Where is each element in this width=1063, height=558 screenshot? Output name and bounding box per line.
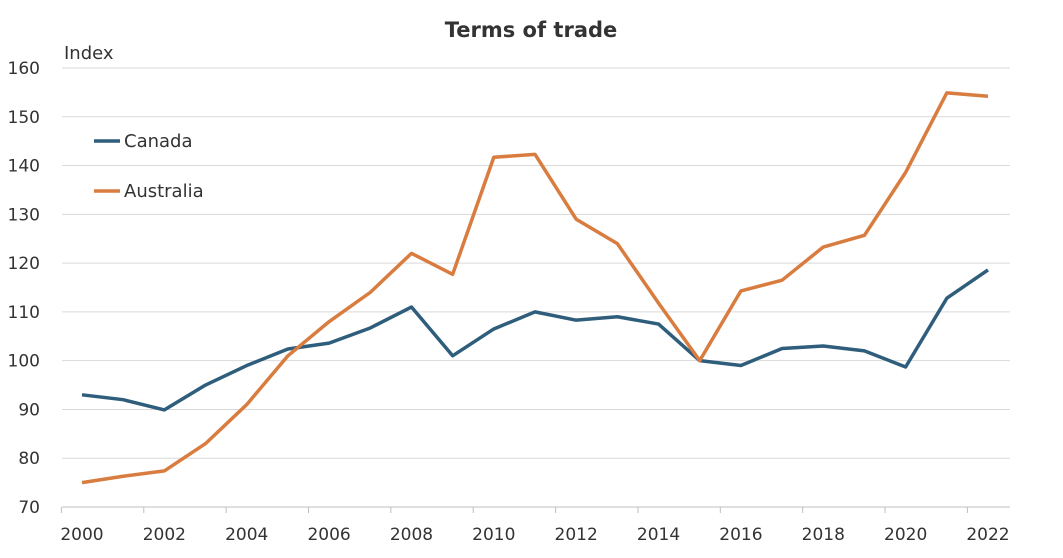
x-tick-label: 2022: [966, 525, 1009, 545]
y-tick-label: 120: [8, 254, 40, 274]
series-line-canada: [81, 268, 989, 412]
y-tick-label: 70: [18, 498, 40, 518]
chart-title: Terms of trade: [445, 18, 618, 42]
y-tick-label: 160: [8, 59, 40, 79]
x-tick-label: 2014: [637, 525, 680, 545]
legend-label: Canada: [124, 131, 193, 152]
y-tick-label: 90: [18, 400, 40, 420]
y-axis-label: Index: [64, 43, 114, 64]
x-tick-label: 2010: [472, 525, 515, 545]
y-tick-label: 150: [8, 108, 40, 128]
y-tick-label: 100: [8, 352, 40, 372]
x-tick-label: 2016: [719, 525, 762, 545]
x-tick-label: 2018: [802, 525, 845, 545]
x-tick-label: 2006: [307, 525, 350, 545]
x-tick-label: 2012: [555, 525, 598, 545]
x-tick-label: 2008: [390, 525, 433, 545]
series-line-australia: [81, 91, 989, 485]
x-tick-label: 2004: [225, 525, 268, 545]
x-tick-label: 2000: [60, 525, 103, 545]
x-tick-label: 2020: [884, 525, 927, 545]
y-tick-label: 130: [8, 205, 40, 225]
y-tick-label: 140: [8, 157, 40, 177]
y-tick-label: 110: [8, 303, 40, 323]
y-tick-label: 80: [18, 449, 40, 469]
x-tick-label: 2002: [143, 525, 186, 545]
legend-label: Australia: [124, 181, 204, 202]
